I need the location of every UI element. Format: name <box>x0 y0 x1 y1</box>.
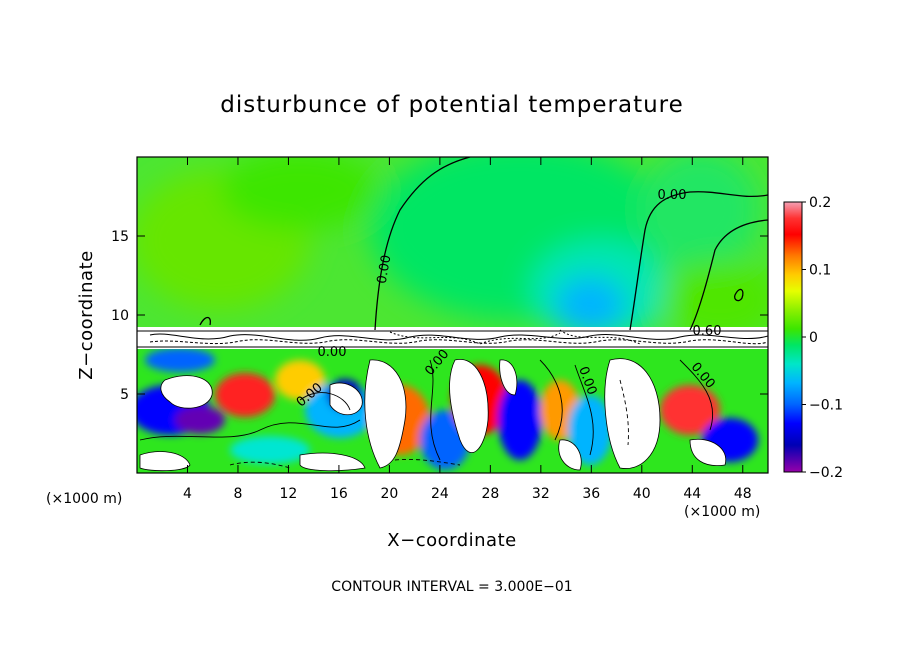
x-axis-label: X−coordinate <box>387 530 516 551</box>
colorbar-tick-label: 0.2 <box>809 195 831 211</box>
x-tick-label: 16 <box>330 486 348 502</box>
x-tick-label: 36 <box>582 486 600 502</box>
colorbar-tick-label: −0.1 <box>809 398 843 414</box>
x-tick-label: 32 <box>532 486 550 502</box>
x-tick-label: 24 <box>431 486 449 502</box>
x-tick-label: 20 <box>380 486 398 502</box>
x-unit-left: (×1000 m) <box>46 491 122 507</box>
colorbar-ticks: 0.2 0.1 0 −0.1 −0.2 <box>802 195 843 481</box>
chart-title: disturbunce of potential temperature <box>220 92 684 118</box>
contour-label: 0.00 <box>318 345 347 360</box>
x-tick-label: 44 <box>683 486 701 502</box>
y-tick-label: 15 <box>111 229 129 245</box>
x-axis-ticks: 4 8 12 16 20 24 28 32 36 40 44 48 <box>183 157 752 502</box>
x-tick-label: 8 <box>233 486 242 502</box>
contour-label: 0.00 <box>658 188 687 203</box>
x-unit-right: (×1000 m) <box>684 504 760 520</box>
contour-label: 0.60 <box>693 324 722 339</box>
contour-label: 0.00 <box>375 254 395 285</box>
y-axis-label: Z−coordinate <box>76 250 97 379</box>
x-tick-label: 40 <box>633 486 651 502</box>
plot-area <box>137 157 768 473</box>
x-tick-label: 28 <box>481 486 499 502</box>
colorbar-tick-label: 0.1 <box>809 263 831 279</box>
colorbar-fill <box>783 201 803 473</box>
x-tick-label: 12 <box>280 486 298 502</box>
y-tick-label: 10 <box>111 308 129 324</box>
contour-interval-note: CONTOUR INTERVAL = 3.000E−01 <box>331 579 572 595</box>
x-tick-label: 4 <box>183 486 192 502</box>
colorbar: 0.2 0.1 0 −0.1 −0.2 <box>783 195 843 481</box>
colorbar-tick-label: −0.2 <box>809 465 843 481</box>
y-axis-ticks: 5 10 15 <box>111 229 768 403</box>
y-tick-label: 5 <box>120 387 129 403</box>
colorbar-tick-label: 0 <box>809 330 818 346</box>
x-tick-label: 48 <box>734 486 752 502</box>
